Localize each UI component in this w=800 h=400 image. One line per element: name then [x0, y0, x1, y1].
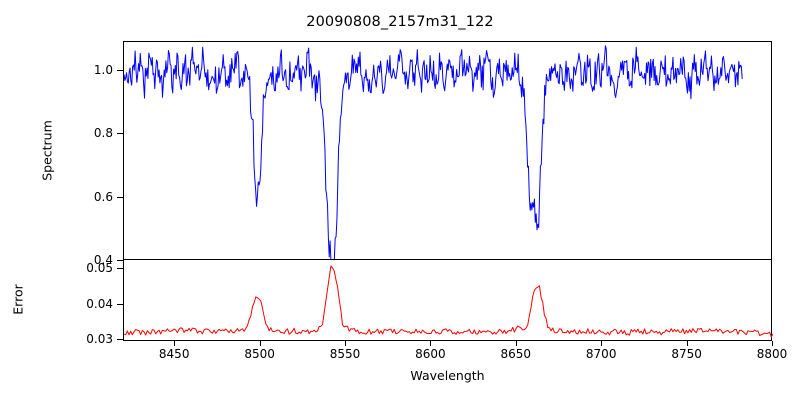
error-plot-area [123, 259, 773, 341]
x-tick-mark [686, 341, 688, 346]
y-tick-mark-error [116, 303, 123, 305]
x-tick-mark [601, 341, 603, 346]
x-tick-label: 8500 [244, 347, 275, 361]
x-tick-mark [345, 341, 347, 346]
x-tick-mark [174, 341, 176, 346]
x-tick-mark [515, 341, 517, 346]
y-tick-label-spectrum: 0.8 [93, 126, 113, 140]
y-tick-label-spectrum: 1.0 [93, 62, 113, 77]
y-tick-label-spectrum: 0.6 [93, 189, 113, 204]
figure-title: 20090808_2157m31_122 [306, 14, 494, 30]
x-tick-label: 8750 [671, 347, 702, 361]
x-tick-mark [772, 341, 774, 346]
y-tick-label-error: 0.04 [86, 296, 113, 311]
y-tick-mark-spectrum [116, 69, 123, 71]
x-axis-label: Wavelength [410, 368, 485, 383]
x-tick-label: 8450 [158, 347, 190, 361]
y-tick-label-error: 0.05 [86, 260, 113, 275]
y-tick-label-error: 0.03 [86, 332, 113, 347]
y-tick-label-spectrum: 0.4 [93, 253, 113, 267]
y-tick-mark-spectrum [116, 196, 123, 198]
y-tick-mark-error [116, 339, 123, 341]
x-tick-label: 8600 [415, 347, 446, 361]
y-axis-label-error: Error [10, 284, 26, 315]
y-tick-mark-error [116, 267, 123, 269]
x-tick-label: 8650 [500, 347, 532, 361]
spectrum-plot-area [123, 41, 772, 261]
x-tick-mark [430, 341, 432, 346]
y-tick-mark-spectrum [116, 133, 123, 135]
y-axis-label-spectrum: Spectrum [39, 120, 55, 181]
spectrum-line-series [124, 45, 743, 261]
x-tick-label: 8800 [756, 347, 788, 361]
x-tick-mark [259, 341, 261, 346]
error-line-series [124, 265, 773, 338]
y-tick-mark-spectrum [116, 260, 123, 262]
x-tick-label: 8700 [585, 347, 617, 361]
x-tick-label: 8550 [329, 347, 361, 361]
